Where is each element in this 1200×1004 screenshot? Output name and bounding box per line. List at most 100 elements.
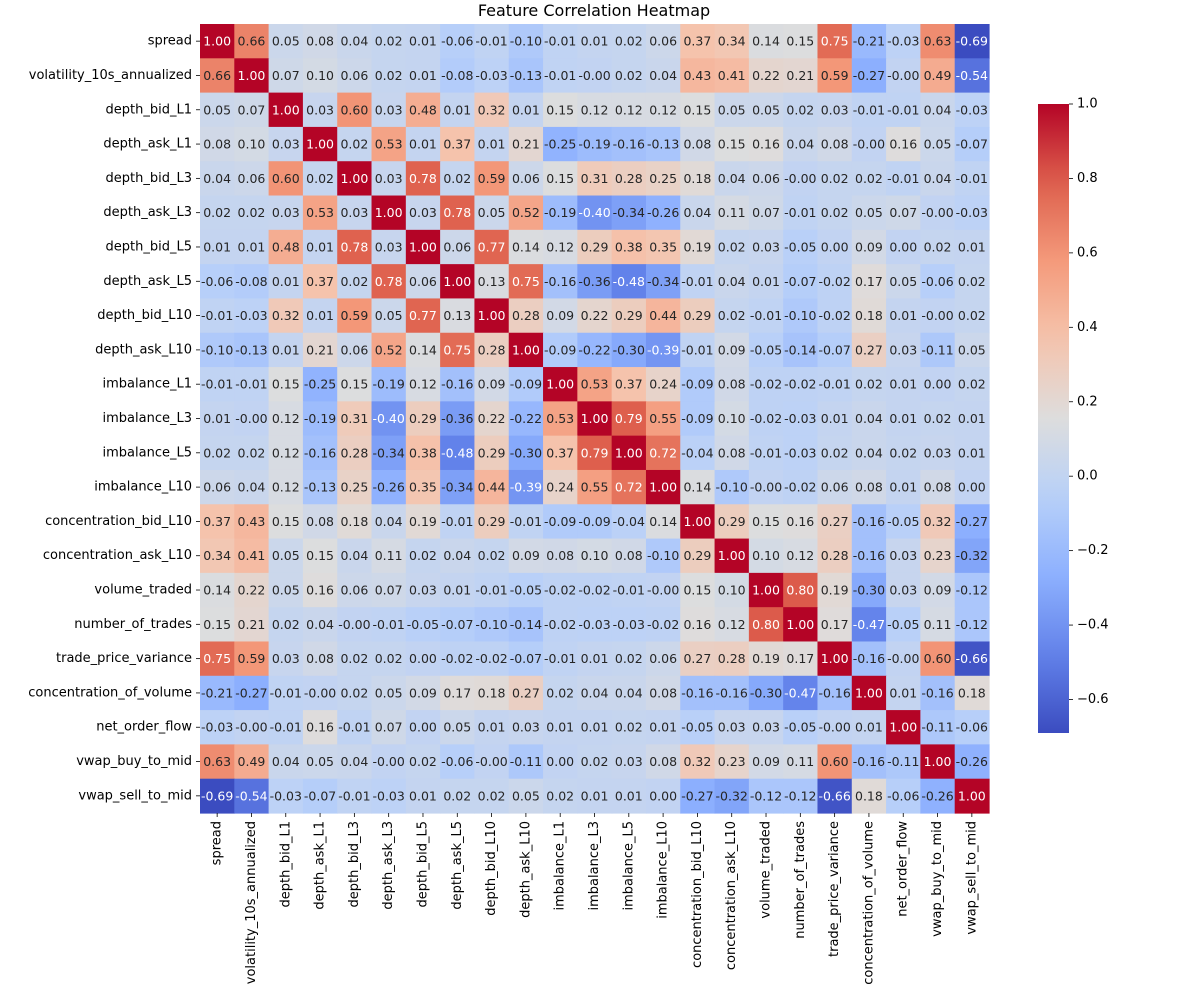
cell-value-label: 1.00 (340, 171, 368, 186)
heatmap-cell (268, 332, 304, 368)
heatmap-cell (200, 469, 235, 505)
cell-value-label: -0.11 (510, 754, 542, 769)
heatmap-cell (200, 24, 235, 59)
heatmap-cell (543, 332, 578, 368)
cell-value-label: -0.02 (818, 274, 850, 289)
cell-value-label: 0.01 (752, 274, 780, 289)
y-tick-label: trade_price_variance (56, 651, 192, 666)
heatmap-cell (783, 607, 819, 643)
heatmap-cell (748, 126, 784, 162)
heatmap-cell (783, 710, 819, 745)
cell-value-label: 0.08 (924, 480, 952, 495)
heatmap-cell (645, 58, 681, 94)
heatmap-cell (337, 264, 373, 300)
heatmap-cell (440, 367, 476, 402)
cell-value-label: -0.00 (887, 68, 919, 83)
heatmap-cell (543, 641, 578, 677)
cell-value-label: 0.37 (615, 377, 643, 392)
heatmap-cell (200, 641, 235, 677)
heatmap-cell (337, 367, 373, 402)
heatmap-cell (645, 744, 681, 780)
heatmap-cell (680, 675, 716, 711)
cell-value-label: -0.47 (853, 617, 885, 632)
heatmap-cell (611, 538, 647, 574)
heatmap-cell (543, 24, 578, 59)
cell-value-label: -0.01 (235, 377, 267, 392)
cell-value-label: -0.01 (441, 514, 473, 529)
cell-value-label: 0.19 (683, 239, 711, 254)
cell-value-label: 0.01 (478, 137, 506, 152)
heatmap-cell (714, 24, 750, 59)
cell-value-label: -0.03 (201, 720, 233, 735)
heatmap-cell (783, 744, 819, 780)
cell-value-label: 0.10 (752, 548, 780, 563)
heatmap-cell (371, 126, 407, 162)
heatmap-cell (817, 504, 853, 540)
heatmap-cell (405, 367, 441, 402)
cell-value-label: -0.03 (956, 205, 988, 220)
heatmap-cell (440, 229, 476, 265)
heatmap-cell (508, 675, 544, 711)
cell-value-label: 1.00 (821, 651, 849, 666)
heatmap-cell (611, 675, 647, 711)
heatmap-cell (817, 744, 853, 780)
cell-value-label: 0.01 (443, 102, 471, 117)
heatmap-cell (440, 161, 476, 197)
y-tick-label: depth_ask_L5 (103, 274, 192, 289)
heatmap-cell (474, 435, 510, 471)
cell-value-label: -0.36 (578, 274, 610, 289)
heatmap-cell (440, 195, 476, 231)
heatmap-cell (234, 469, 270, 505)
cell-value-label: 0.03 (718, 720, 746, 735)
cell-value-label: -0.09 (544, 514, 576, 529)
y-tick-label: vwap_sell_to_mid (78, 788, 192, 803)
cell-value-label: 0.35 (409, 480, 437, 495)
cell-value-label: 1.00 (546, 377, 574, 392)
cell-value-label: -0.66 (956, 651, 988, 666)
heatmap-cell (508, 607, 544, 643)
cell-value-label: 0.75 (512, 274, 540, 289)
heatmap-cell (405, 607, 441, 643)
cell-value-label: 0.78 (409, 171, 437, 186)
cell-value-label: 0.19 (752, 651, 780, 666)
x-tick-label: volatility_10s_annualized (244, 821, 259, 984)
cell-value-label: 0.37 (203, 514, 231, 529)
cell-value-label: 0.17 (786, 651, 814, 666)
cell-value-label: -0.00 (578, 68, 610, 83)
heatmap-cell (954, 504, 990, 540)
heatmap-cell (200, 778, 235, 814)
cell-value-label: -0.26 (372, 480, 404, 495)
cell-value-label: 0.02 (958, 377, 986, 392)
heatmap-cell (680, 58, 716, 94)
heatmap-cell (474, 367, 510, 402)
cell-value-label: -0.13 (647, 137, 679, 152)
heatmap-cell (611, 435, 647, 471)
cell-value-label: 1.00 (409, 239, 437, 254)
heatmap-cell (371, 332, 407, 368)
cell-value-label: 0.15 (340, 377, 368, 392)
heatmap-cell (680, 161, 716, 197)
cell-value-label: -0.02 (441, 651, 473, 666)
cell-value-label: -0.09 (578, 514, 610, 529)
heatmap-cell (234, 401, 270, 437)
heatmap-cell (371, 641, 407, 677)
heatmap-cell (680, 710, 716, 745)
cell-value-label: 0.31 (581, 171, 609, 186)
heatmap-cell (714, 161, 750, 197)
heatmap-cell (645, 298, 681, 334)
cell-value-label: 0.05 (375, 308, 403, 323)
heatmap-cell (783, 195, 819, 231)
heatmap-cell (851, 92, 887, 128)
cell-value-label: -0.05 (784, 720, 816, 735)
heatmap-cell (851, 24, 887, 59)
cell-value-label: -0.07 (956, 137, 988, 152)
cell-value-label: 0.03 (375, 171, 403, 186)
cell-value-label: 0.05 (272, 583, 300, 598)
heatmap-cell (508, 24, 544, 59)
cell-value-label: -0.06 (956, 720, 988, 735)
heatmap-cell (543, 229, 578, 265)
cell-value-label: -0.02 (784, 377, 816, 392)
heatmap-cell (954, 332, 990, 368)
heatmap-cell (783, 58, 819, 94)
cell-value-label: 0.05 (752, 102, 780, 117)
